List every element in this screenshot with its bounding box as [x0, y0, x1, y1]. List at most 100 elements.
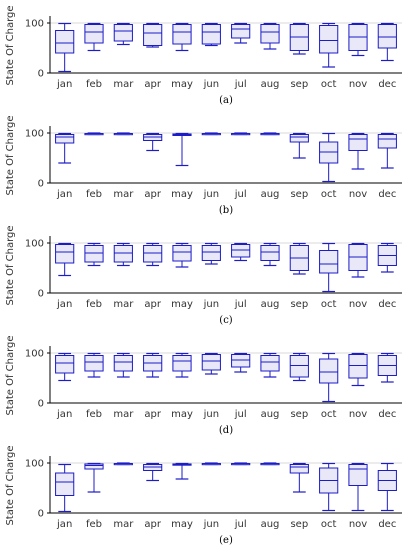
iqr-box	[172, 355, 192, 372]
x-tick-label: jul	[234, 299, 247, 310]
iqr-box	[143, 245, 163, 263]
y-tick-label: 100	[25, 239, 44, 250]
box-jun	[201, 352, 221, 375]
box-apr	[143, 132, 163, 152]
x-tick-label: sep	[290, 299, 308, 310]
x-tick-label: jul	[234, 519, 247, 530]
y-axis-label: State Of Charge	[5, 225, 16, 305]
x-tick-label: mar	[113, 189, 134, 200]
x-tick-label: mar	[113, 409, 134, 420]
box-sep	[289, 242, 309, 275]
x-tick-label: mar	[113, 79, 134, 90]
iqr-box	[201, 354, 221, 371]
iqr-box	[113, 245, 133, 263]
x-tick-label: oct	[321, 189, 337, 200]
x-tick-label: jun	[203, 519, 219, 530]
x-tick-label: oct	[321, 79, 337, 90]
x-tick-label: sep	[290, 519, 308, 530]
box-nov	[348, 352, 368, 387]
x-tick-label: jan	[56, 79, 72, 90]
x-tick-label: jan	[56, 189, 72, 200]
x-tick-label: apr	[144, 189, 161, 200]
x-tick-label: jul	[234, 189, 247, 200]
y-axis-label: State Of Charge	[5, 445, 16, 525]
box-oct	[319, 462, 339, 512]
iqr-box	[260, 355, 280, 372]
box-dec	[377, 242, 397, 273]
iqr-box	[113, 355, 133, 372]
x-tick-label: dec	[378, 299, 396, 310]
iqr-box	[55, 134, 75, 144]
iqr-box	[319, 25, 339, 54]
y-tick-label: 0	[38, 509, 44, 520]
iqr-box	[172, 24, 192, 45]
iqr-box	[84, 355, 104, 372]
box-apr	[143, 22, 163, 48]
iqr-box	[348, 354, 368, 379]
x-tick-label: sep	[290, 409, 308, 420]
box-nov	[348, 22, 368, 57]
box-jan	[55, 132, 75, 164]
x-tick-label: sep	[290, 189, 308, 200]
x-tick-label: feb	[86, 79, 102, 90]
box-mar	[113, 132, 133, 136]
iqr-box	[319, 250, 339, 274]
x-tick-label: mar	[113, 519, 134, 530]
y-axis-label: State Of Charge	[5, 5, 16, 85]
x-tick-label: nov	[349, 79, 367, 90]
x-tick-label: mar	[113, 299, 134, 310]
box-apr	[143, 242, 163, 267]
box-mar	[113, 352, 133, 378]
x-tick-label: aug	[261, 189, 280, 200]
box-aug	[260, 22, 280, 50]
box-oct	[319, 352, 339, 403]
y-tick-label: 0	[38, 289, 44, 300]
x-tick-label: nov	[349, 409, 367, 420]
x-tick-label: apr	[144, 299, 161, 310]
box-dec	[377, 132, 397, 169]
x-tick-label: aug	[261, 409, 280, 420]
box-sep	[289, 22, 309, 55]
x-tick-label: jan	[56, 299, 72, 310]
box-feb	[84, 132, 104, 136]
box-jun	[201, 462, 221, 466]
panel-caption: (d)	[219, 425, 233, 436]
iqr-box	[84, 463, 104, 470]
box-may	[172, 242, 192, 268]
iqr-box	[143, 24, 163, 46]
y-tick-label: 0	[38, 69, 44, 80]
box-oct	[319, 242, 339, 293]
x-tick-label: jul	[234, 79, 247, 90]
x-tick-label: may	[171, 519, 193, 530]
y-tick-label: 100	[25, 459, 44, 470]
box-apr	[143, 462, 163, 482]
x-tick-label: feb	[86, 519, 102, 530]
chart-panel-3: 0 100 State Of Charge jan feb mar apr may jun jul…	[5, 225, 402, 326]
box-aug	[260, 352, 280, 378]
y-tick-label: 0	[38, 179, 44, 190]
box-feb	[84, 352, 104, 378]
box-mar	[113, 242, 133, 267]
box-feb	[84, 462, 104, 493]
panel-caption: (e)	[219, 535, 233, 546]
iqr-box	[55, 30, 75, 54]
y-tick-label: 100	[25, 129, 44, 140]
box-oct	[319, 22, 339, 68]
chart-panel-1: 0 100 State Of Charge jan feb mar apr may jun jul…	[5, 5, 402, 106]
box-feb	[84, 242, 104, 267]
x-tick-label: oct	[321, 519, 337, 530]
box-jun	[201, 242, 221, 265]
chart-panel-5: 0 100 State Of Charge jan feb mar apr may jun jul…	[5, 445, 402, 546]
box-sep	[289, 352, 309, 382]
panel-caption: (b)	[219, 205, 233, 216]
chart-panel-4: 0 100 State Of Charge jan feb mar apr may jun jul…	[5, 335, 402, 436]
x-tick-label: jun	[203, 79, 219, 90]
x-tick-label: sep	[290, 79, 308, 90]
x-tick-label: feb	[86, 409, 102, 420]
x-tick-label: nov	[349, 189, 367, 200]
panel-caption: (a)	[219, 95, 233, 106]
box-may	[172, 352, 192, 378]
iqr-box	[84, 245, 104, 263]
box-jul	[231, 132, 251, 136]
